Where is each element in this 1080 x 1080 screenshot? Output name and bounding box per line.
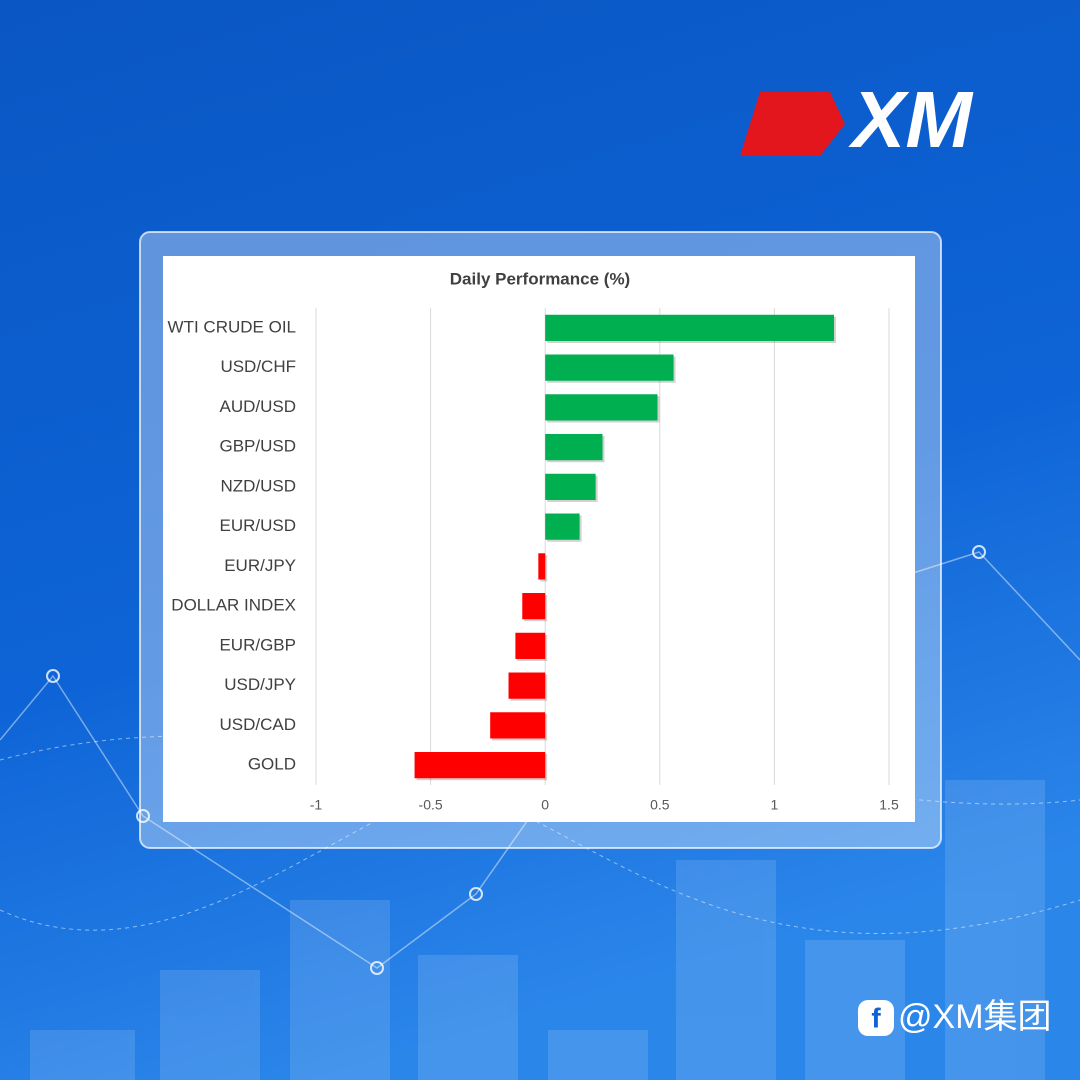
social-handle: @XM集团 xyxy=(898,998,1052,1036)
bar xyxy=(515,632,546,659)
bar xyxy=(490,712,546,739)
bar xyxy=(545,354,674,381)
bar xyxy=(545,513,580,540)
bar xyxy=(414,752,546,779)
x-tick-label: 0 xyxy=(541,797,549,813)
y-tick-label: USD/CHF xyxy=(220,357,296,376)
bar xyxy=(545,314,834,341)
x-tick-label: 0.5 xyxy=(650,797,670,813)
y-tick-label: EUR/USD xyxy=(219,516,296,535)
bar xyxy=(545,434,603,461)
y-tick-label: EUR/JPY xyxy=(224,556,296,575)
x-tick-label: 1.5 xyxy=(879,797,899,813)
y-tick-label: GBP/USD xyxy=(219,437,296,456)
y-tick-label: USD/CAD xyxy=(219,715,296,734)
x-tick-label: -0.5 xyxy=(419,797,443,813)
y-tick-label: NZD/USD xyxy=(220,476,296,495)
x-tick-label: 1 xyxy=(771,797,779,813)
chart-title: Daily Performance (%) xyxy=(450,269,630,288)
y-tick-label: AUD/USD xyxy=(219,397,296,416)
bar xyxy=(545,394,658,421)
bar xyxy=(508,672,546,699)
svg-text:f: f xyxy=(871,1002,881,1033)
bar xyxy=(522,593,546,620)
x-tick-label: -1 xyxy=(310,797,323,813)
bar xyxy=(538,553,546,580)
y-tick-label: WTI CRUDE OIL xyxy=(168,317,296,336)
logo: XM xyxy=(848,75,974,164)
bar xyxy=(545,473,596,500)
y-tick-label: GOLD xyxy=(248,755,296,774)
y-tick-label: DOLLAR INDEX xyxy=(171,596,296,615)
y-tick-label: EUR/GBP xyxy=(219,635,296,654)
y-tick-label: USD/JPY xyxy=(224,675,296,694)
